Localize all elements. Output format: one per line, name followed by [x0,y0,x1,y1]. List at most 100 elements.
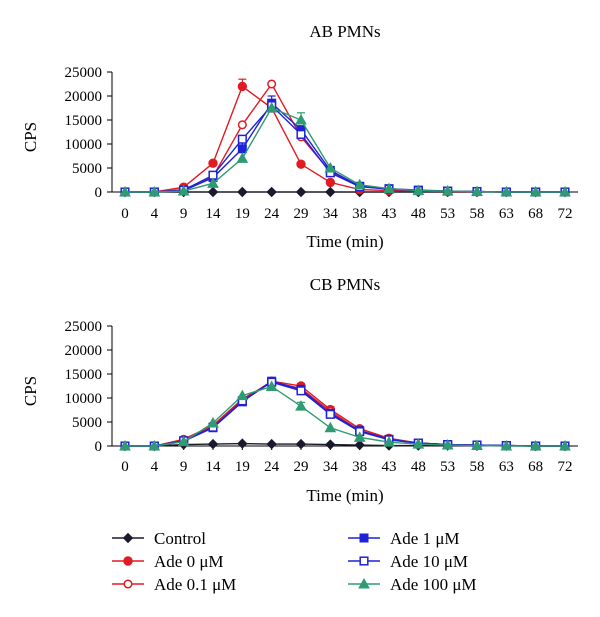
legend-entry: Control [112,529,206,548]
x-tick-label: 9 [180,459,188,475]
data-point [471,439,483,451]
x-tick-label: 72 [558,459,573,475]
legend-label: Ade 0.1 μM [154,575,236,594]
legend-marker [359,556,369,566]
x-axis-label: Time (min) [306,232,383,251]
x-tick-label: 68 [528,459,543,475]
data-point [237,120,247,130]
data-point [529,439,542,451]
data-point [441,185,454,196]
data-point [325,177,336,188]
y-tick-label: 15000 [65,113,103,129]
series-ade-1-m [120,95,570,197]
data-point [237,134,247,144]
legend-label: Ade 10 μM [390,552,468,571]
legend-entry: Ade 10 μM [348,552,468,571]
data-point [177,185,190,196]
data-point [295,438,307,450]
data-point [207,438,219,450]
data-point [353,178,366,190]
x-tick-label: 29 [294,459,309,475]
legend-marker [123,556,133,566]
x-tick-label: 63 [499,206,514,222]
x-tick-label: 34 [323,459,339,475]
x-tick-label: 14 [206,459,222,475]
legend-marker [123,579,133,589]
x-tick-label: 4 [151,206,159,222]
data-point [237,81,248,92]
series-ade-100-m [119,101,571,197]
x-tick-label: 29 [294,206,309,222]
data-point [236,152,249,163]
data-point [119,439,131,451]
x-axis-label: Time (min) [306,486,383,505]
data-point [267,79,277,89]
x-tick-label: 68 [528,206,543,222]
data-point [296,129,306,139]
x-tick-label: 19 [235,206,250,222]
y-tick-label: 25000 [65,65,103,81]
x-tick-label: 43 [382,459,397,475]
y-tick-label: 15000 [65,367,103,383]
y-tick-label: 25000 [65,319,103,335]
series-ade-100-m [119,380,571,451]
data-point [266,438,277,450]
series-line [125,102,565,193]
data-point [295,186,307,198]
data-point [207,186,219,198]
data-point [236,389,249,401]
data-point [441,439,454,450]
data-point [237,144,247,154]
data-point [295,113,307,125]
legend-marker [358,577,370,589]
legend-label: Ade 0 μM [154,552,224,571]
x-tick-label: 48 [411,206,426,222]
legend-marker [359,533,369,543]
data-point [266,186,277,198]
x-tick-label: 48 [411,459,426,475]
data-point [559,439,571,451]
y-tick-label: 20000 [65,89,103,105]
y-tick-label: 20000 [65,343,103,359]
x-tick-label: 0 [121,206,129,222]
legend-marker [122,532,134,544]
data-point [325,186,336,198]
legend-label: Ade 100 μM [390,575,477,594]
y-tick-label: 5000 [72,415,102,431]
x-tick-label: 19 [235,459,250,475]
data-point [296,159,306,169]
legend-entry: Ade 0 μM [112,552,224,571]
data-point [148,185,161,197]
data-point [325,439,336,450]
chart-title: AB PMNs [309,22,380,41]
data-point [500,185,513,197]
x-tick-label: 72 [558,206,573,222]
series-line [125,107,565,193]
data-point [177,435,190,447]
panel-ab-pmns: AB PMNs CPS Time (min) 0 5000 10000 15000 20… [21,22,578,251]
data-point [265,380,278,391]
data-point [559,185,571,197]
data-point [412,184,425,196]
x-tick-label: 14 [206,206,222,222]
data-point [237,186,248,198]
data-point [529,185,542,197]
x-tick-label: 53 [440,459,455,475]
x-tick-label: 34 [323,206,339,222]
data-point [207,416,219,428]
data-point [383,182,395,194]
y-tick-label: 5000 [72,161,102,177]
data-point [324,421,337,433]
legend-entry: Ade 1 μM [348,529,460,548]
data-point [119,185,131,197]
y-tick-label: 10000 [65,137,103,153]
data-point [207,177,219,188]
x-tick-label: 24 [264,206,280,222]
chart-title: CB PMNs [310,275,380,294]
x-tick-label: 0 [121,459,129,475]
x-tick-label: 53 [440,206,455,222]
x-tick-label: 58 [470,206,485,222]
series-line [125,385,565,447]
x-tick-label: 38 [352,206,367,222]
